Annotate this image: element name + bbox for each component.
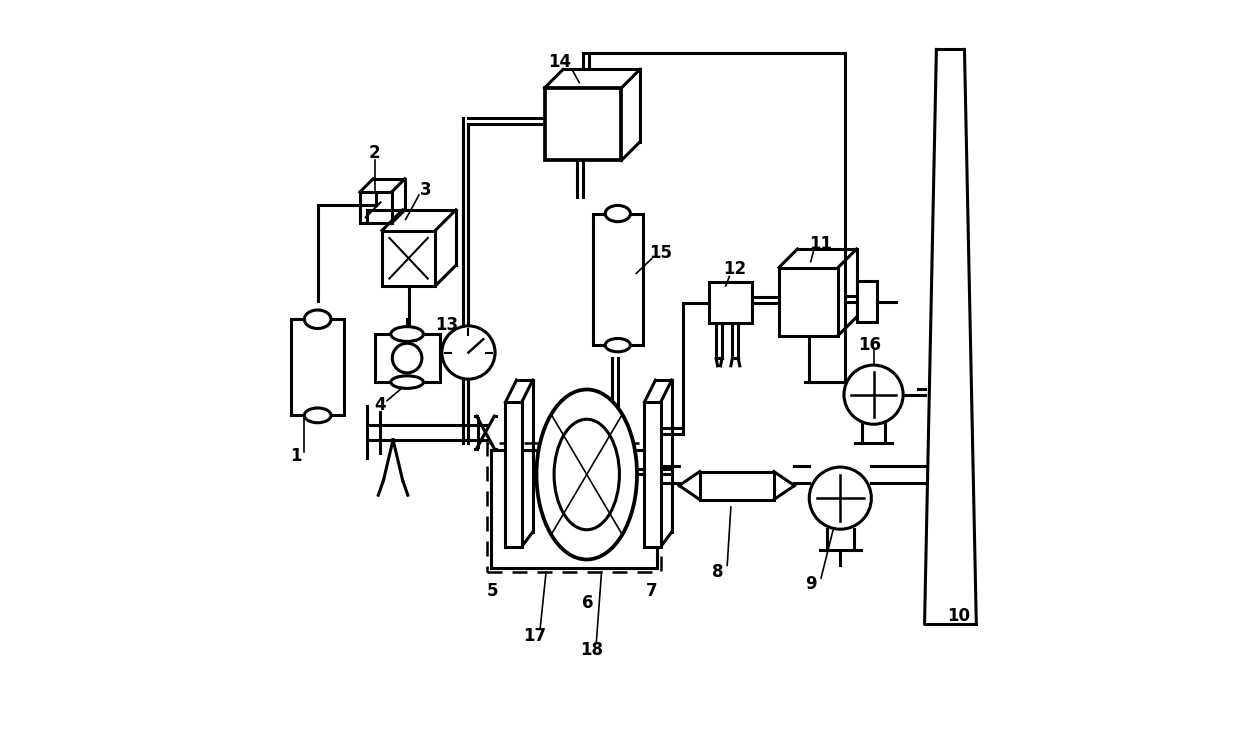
Ellipse shape xyxy=(304,310,331,329)
Text: 10: 10 xyxy=(947,608,970,626)
Circle shape xyxy=(810,467,872,529)
Text: 13: 13 xyxy=(435,316,458,334)
Bar xyxy=(382,231,435,286)
Ellipse shape xyxy=(537,390,637,559)
Bar xyxy=(291,319,345,416)
Text: 11: 11 xyxy=(810,235,832,253)
Ellipse shape xyxy=(605,338,630,352)
Circle shape xyxy=(844,365,903,424)
Text: 1: 1 xyxy=(290,447,303,465)
Text: 4: 4 xyxy=(374,396,387,414)
Bar xyxy=(487,443,661,572)
Bar xyxy=(593,214,642,345)
Circle shape xyxy=(392,344,422,372)
Text: 2: 2 xyxy=(368,144,381,162)
Text: 6: 6 xyxy=(582,594,593,612)
Text: 5: 5 xyxy=(486,582,498,600)
Text: 16: 16 xyxy=(858,336,882,354)
Bar xyxy=(857,281,877,322)
Ellipse shape xyxy=(391,375,423,388)
Text: 15: 15 xyxy=(650,243,672,262)
Text: 7: 7 xyxy=(646,582,657,600)
Circle shape xyxy=(441,326,495,379)
Bar xyxy=(360,192,392,223)
Polygon shape xyxy=(506,402,522,547)
Polygon shape xyxy=(645,402,661,547)
Text: 17: 17 xyxy=(523,627,547,645)
Text: 12: 12 xyxy=(723,260,746,278)
Ellipse shape xyxy=(391,326,423,341)
Ellipse shape xyxy=(304,408,331,423)
Text: 18: 18 xyxy=(580,641,604,660)
Text: 14: 14 xyxy=(548,53,570,71)
Ellipse shape xyxy=(554,419,620,530)
Bar xyxy=(699,471,774,499)
Ellipse shape xyxy=(605,206,630,222)
Bar xyxy=(709,282,751,323)
Text: 3: 3 xyxy=(420,181,432,199)
Text: 8: 8 xyxy=(712,563,723,581)
Text: 9: 9 xyxy=(805,575,816,593)
Bar xyxy=(374,334,440,382)
Bar xyxy=(544,88,621,160)
Bar xyxy=(779,268,838,335)
